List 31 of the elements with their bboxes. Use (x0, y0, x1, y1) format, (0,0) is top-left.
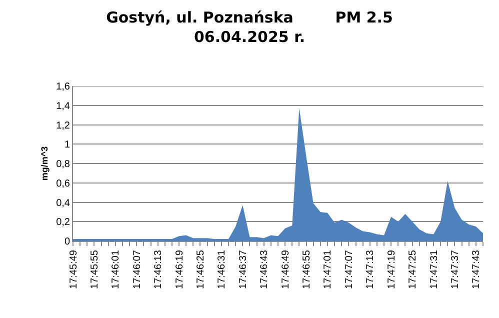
y-tick-label: 0,2 (56, 217, 70, 228)
x-tick-label: 17:47:37 (450, 250, 461, 289)
y-tick-label: 1,6 (56, 82, 70, 92)
x-tick-label: 17:47:31 (428, 250, 440, 289)
y-tick-label: 1,4 (56, 100, 70, 112)
y-tick-label: 0 (64, 236, 70, 248)
x-tick-label: 17:46:49 (280, 250, 292, 289)
x-tick-label: 17:46:37 (238, 250, 249, 289)
x-tick-label: 17:47:25 (408, 250, 419, 289)
x-tick-label: 17:47:13 (365, 250, 376, 289)
y-tick-label: 1 (64, 140, 70, 151)
x-tick-label: 17:45:49 (68, 250, 80, 289)
x-tick-label: 17:47:01 (322, 250, 334, 289)
chart-title: Gostyń, ul. Poznańska PM 2.5 06.04.2025 r. (106, 8, 393, 46)
x-tick-label: 17:46:19 (174, 250, 186, 289)
x-tick-label: 17:47:19 (386, 250, 398, 289)
x-tick-label: 17:47:07 (344, 250, 355, 289)
y-tick-label: 0,4 (56, 198, 70, 209)
y-tick-label: 0,8 (56, 159, 70, 170)
y-tick-label: 1,2 (56, 120, 70, 132)
x-tick-label: 17:47:43 (471, 250, 482, 289)
x-tick-label: 17:46:07 (132, 250, 143, 289)
y-axis-title: mg/m^3 (39, 146, 50, 181)
x-tick-label: 17:46:55 (302, 250, 313, 289)
x-tick-label: 17:46:13 (153, 250, 164, 289)
x-tick-label: 17:46:31 (216, 250, 228, 289)
x-tick-label: 17:46:25 (195, 250, 206, 289)
x-tick-label: 17:46:01 (110, 250, 122, 289)
x-tick-label: 17:46:43 (259, 250, 270, 289)
y-tick-label: 0,6 (56, 178, 70, 190)
x-tick-label: 17:45:55 (89, 250, 100, 289)
